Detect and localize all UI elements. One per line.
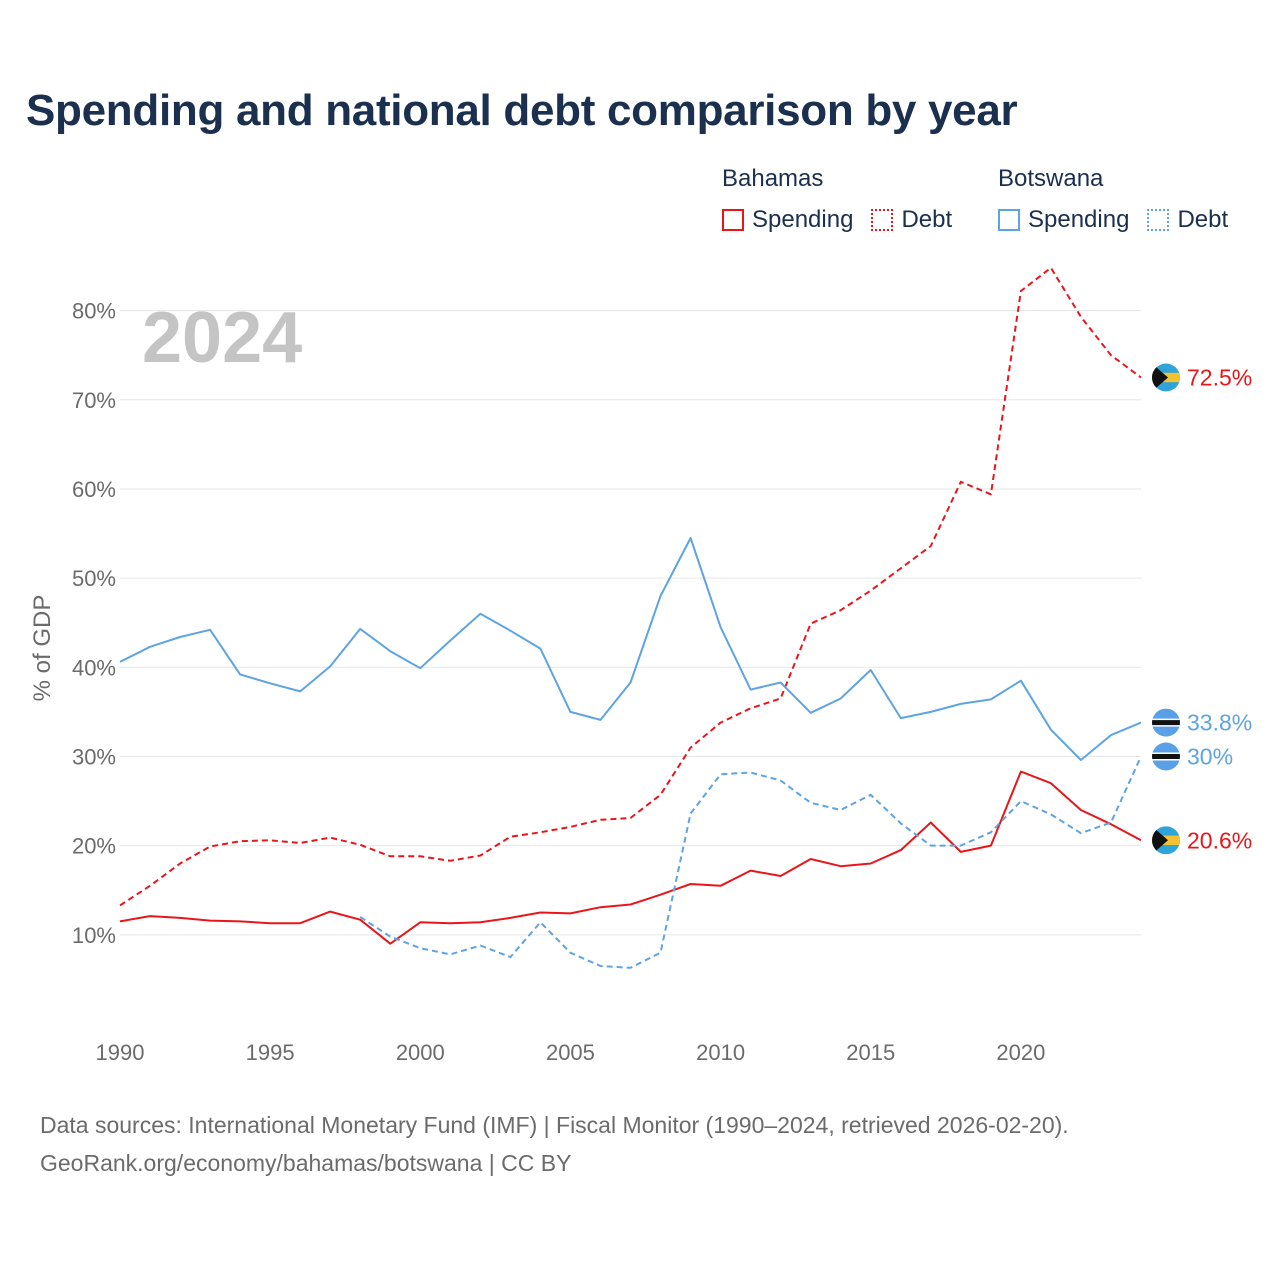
end-value-label: 20.6% — [1187, 827, 1252, 853]
y-tick-label: 10% — [72, 923, 116, 948]
legend-label: Spending — [752, 206, 854, 233]
series-line-botswana-debt[interactable] — [359, 756, 1142, 969]
legend-group-botswana: Botswana Spending Debt — [998, 164, 1246, 234]
series-line-bahamas-debt[interactable] — [119, 266, 1142, 907]
x-tick-label: 2005 — [546, 1040, 595, 1065]
legend-swatch-dotted — [1147, 209, 1170, 231]
legend-group-title: Botswana — [998, 165, 1104, 192]
legend-label: Debt — [1177, 206, 1229, 233]
year-watermark: 2024 — [142, 298, 302, 378]
legend-label: Spending — [1028, 206, 1130, 233]
x-tick-label: 2000 — [396, 1040, 445, 1065]
legend-item-bahamas-spending[interactable]: Spending — [722, 206, 853, 234]
legend-swatch-dotted — [871, 209, 894, 231]
legend-item-botswana-spending[interactable]: Spending — [998, 206, 1129, 234]
legend-swatch-solid — [722, 209, 744, 231]
chart-title: Spending and national debt comparison by… — [26, 86, 1018, 135]
legend-group-title: Bahamas — [722, 165, 824, 192]
flag-marker-botswana — [1152, 742, 1180, 771]
x-tick-label: 1995 — [246, 1040, 295, 1065]
source-line-2[interactable]: GeoRank.org/economy/bahamas/botswana | C… — [40, 1150, 572, 1176]
end-value-label: 33.8% — [1187, 710, 1252, 736]
end-value-label: 72.5% — [1187, 364, 1252, 390]
y-tick-label: 60% — [72, 477, 116, 502]
y-tick-label: 20% — [72, 834, 116, 859]
x-tick-label: 1990 — [96, 1040, 145, 1065]
y-axis-label: % of GDP — [29, 595, 56, 702]
x-tick-label: 2015 — [846, 1040, 895, 1065]
y-tick-label: 50% — [72, 566, 116, 591]
legend-item-bahamas-debt[interactable]: Debt — [871, 206, 952, 234]
end-value-label: 30% — [1187, 743, 1233, 769]
y-tick-label: 80% — [72, 299, 116, 324]
x-tick-label: 2010 — [696, 1040, 745, 1065]
flag-marker-bahamas — [1152, 826, 1180, 855]
source-line-1: Data sources: International Monetary Fun… — [40, 1112, 1069, 1138]
y-tick-label: 30% — [72, 744, 116, 769]
series-line-botswana-spending[interactable] — [119, 537, 1142, 761]
y-tick-label: 70% — [72, 388, 116, 413]
series-line-bahamas-spending[interactable] — [119, 770, 1142, 945]
flag-marker-botswana — [1152, 708, 1180, 737]
legend-item-botswana-debt[interactable]: Debt — [1147, 206, 1228, 234]
legend-label: Debt — [901, 206, 953, 233]
legend-swatch-solid — [998, 209, 1020, 231]
flag-marker-bahamas — [1152, 363, 1180, 392]
source-note: Data sources: International Monetary Fun… — [40, 1106, 1069, 1182]
y-tick-label: 40% — [72, 655, 116, 680]
legend-group-bahamas: Bahamas Spending Debt — [722, 164, 970, 234]
x-tick-label: 2020 — [996, 1040, 1045, 1065]
